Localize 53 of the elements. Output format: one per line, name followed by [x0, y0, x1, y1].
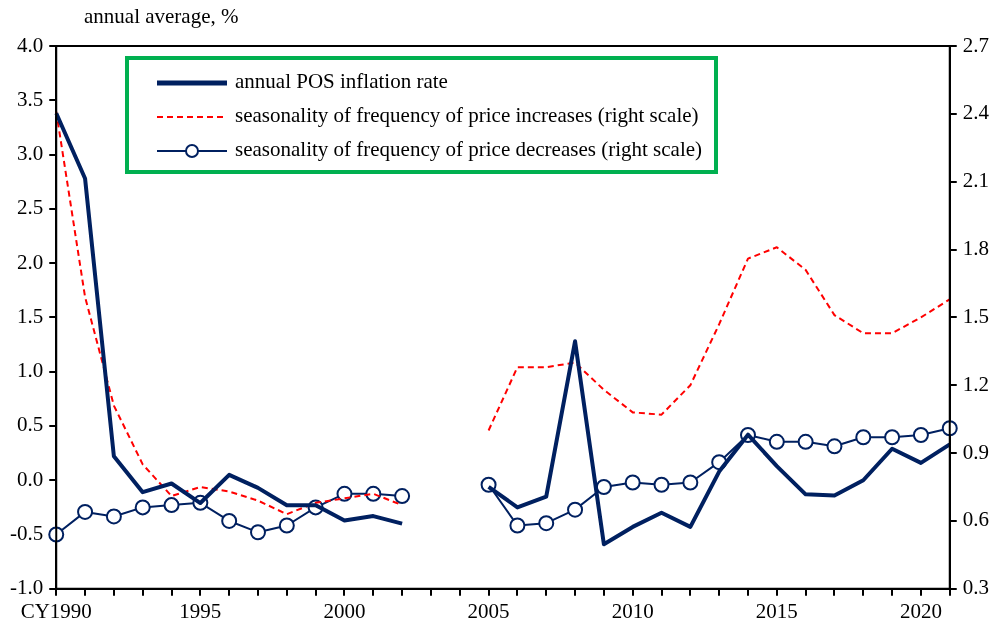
y-tick-label: 0.0: [16, 466, 44, 491]
point: [336, 485, 353, 502]
point: [77, 503, 94, 520]
point: [509, 517, 526, 534]
x-tick-label: 2005: [467, 598, 510, 623]
y-tick-label: 3.5: [16, 86, 44, 111]
y2-tick-label: 2.1: [962, 168, 989, 193]
point: [912, 427, 929, 444]
point: [278, 517, 295, 534]
point: [768, 433, 785, 450]
y-tick-label: 0.5: [16, 412, 44, 437]
y2-tick-label: 2.7: [962, 32, 989, 57]
y2-tick-label: 1.2: [962, 371, 989, 396]
y-tick-label: -1.0: [9, 575, 44, 600]
y2-tick-label: 1.5: [962, 303, 989, 328]
legend-label: seasonality of frequency of price increases (right scale): [235, 103, 699, 127]
y-tick-label: 3.0: [16, 141, 44, 166]
point: [163, 497, 180, 514]
y2-tick-label: 0.3: [962, 575, 989, 600]
point: [250, 524, 266, 541]
y2-tick-label: 0.6: [962, 507, 989, 532]
point: [538, 515, 555, 532]
point: [826, 438, 843, 455]
point: [682, 474, 699, 491]
point: [595, 479, 612, 496]
point: [884, 429, 901, 446]
legend-label: annual POS inflation rate: [235, 69, 448, 93]
y-tick-label: 4.0: [16, 32, 44, 57]
point: [855, 429, 872, 446]
y-axis-title: annual average, %: [84, 4, 239, 29]
point: [394, 488, 411, 505]
point: [653, 476, 670, 493]
y-tick-label: -0.5: [9, 521, 44, 546]
point: [105, 508, 122, 525]
point: [624, 474, 641, 491]
point: [567, 501, 584, 518]
point: [221, 512, 238, 529]
point: [797, 433, 814, 450]
y2-tick-label: 2.4: [962, 100, 990, 125]
x-tick-label: CY1990: [20, 598, 92, 623]
y-tick-label: 2.0: [16, 249, 44, 274]
legend-label: seasonality of frequency of price decreases (right scale): [235, 137, 703, 161]
x-tick-label: 2020: [899, 598, 942, 623]
x-tick-label: 2000: [323, 598, 366, 623]
y2-tick-label: 0.9: [962, 439, 989, 464]
y-tick-label: 1.5: [16, 303, 44, 328]
x-tick-label: 2015: [755, 598, 798, 623]
y-tick-label: 1.0: [16, 358, 44, 383]
y2-tick-label: 1.8: [962, 236, 989, 261]
point: [134, 499, 151, 516]
x-tick-label: 2010: [611, 598, 654, 623]
x-tick-label: 1995: [179, 598, 222, 623]
y-tick-label: 2.5: [16, 195, 44, 220]
